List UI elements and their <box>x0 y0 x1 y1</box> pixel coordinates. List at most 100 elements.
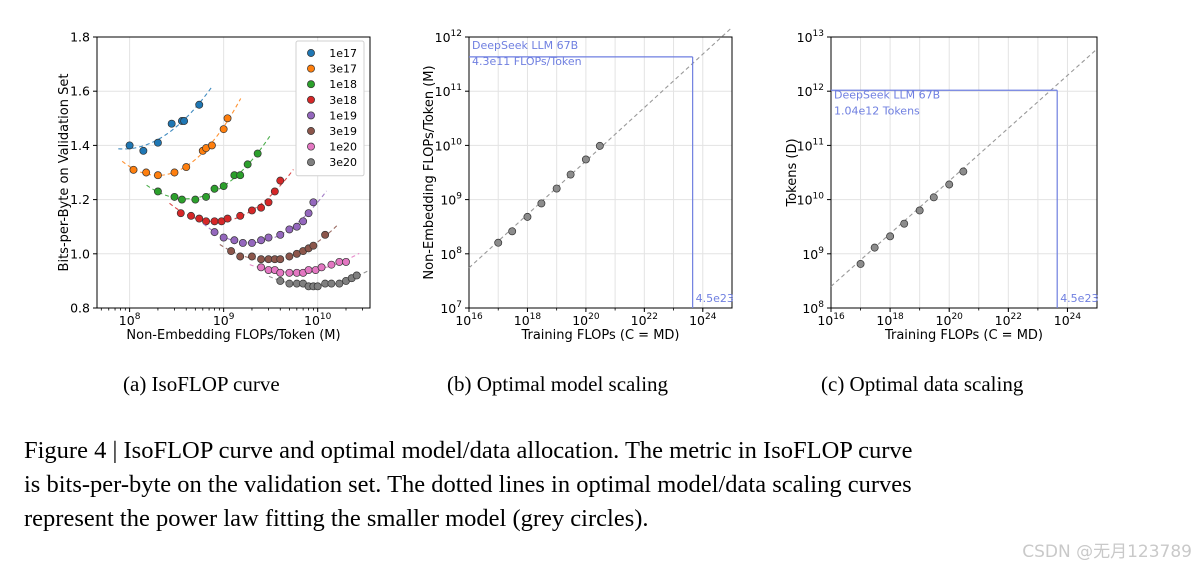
x-annotation-label: 4.5e23 <box>696 292 734 305</box>
legend-marker <box>307 158 315 167</box>
data-point <box>248 239 256 247</box>
data-point <box>243 160 252 169</box>
data-point <box>327 279 336 288</box>
data-point <box>227 247 236 256</box>
data-point <box>177 195 186 204</box>
data-point <box>285 268 294 277</box>
plot-frame <box>830 36 1098 309</box>
data-point <box>219 233 228 242</box>
isoflop-chart: 108 109 1010 0.8 1.0 1.2 1.4 1.6 1.8 Non-Embeddin… <box>57 30 371 343</box>
figure-caption: Figure 4 | IsoFLOP curve and optimal mod… <box>24 434 1174 536</box>
data-point <box>210 184 219 193</box>
data-point <box>207 141 216 150</box>
data-point <box>494 238 503 247</box>
x-tick-label: 1018 <box>514 312 542 328</box>
annotation-label: DeepSeek LLM 67B <box>834 88 940 101</box>
y-tick-label: 1.8 <box>70 30 90 45</box>
annotation-label: 1.04e12 Tokens <box>834 104 920 117</box>
y-axis-label: Bits-per-Byte on Validation Set <box>57 74 72 272</box>
x-annotation-label: 4.5e23 <box>1060 292 1098 305</box>
data-point <box>202 192 211 201</box>
data-point <box>238 239 247 247</box>
legend-label: 1e18 <box>329 78 357 91</box>
data-point <box>170 168 179 177</box>
data-point <box>309 241 318 250</box>
data-point <box>125 141 134 150</box>
data-point <box>276 176 285 185</box>
x-tick-label: 1020 <box>572 312 600 328</box>
data-point <box>870 243 879 252</box>
data-point <box>299 217 308 226</box>
data-point <box>327 260 336 269</box>
data-point <box>552 184 561 193</box>
data-point <box>523 212 532 221</box>
y-tick-label: 1012 <box>435 29 462 45</box>
data-point <box>335 257 344 266</box>
data-point <box>945 180 954 189</box>
caption-line: represent the power law fitting the smal… <box>24 505 649 532</box>
data-point <box>335 279 344 288</box>
y-tick-label: 109 <box>802 246 824 262</box>
x-tick-label: 1022 <box>631 312 658 328</box>
data-point <box>856 259 865 268</box>
data-point <box>219 125 228 134</box>
annotation-label: DeepSeek LLM 67B <box>472 39 578 52</box>
watermark: CSDN @无月123789 <box>1022 542 1192 562</box>
data-point <box>915 206 924 215</box>
data-point <box>595 141 604 150</box>
y-tick-label: 1.6 <box>70 84 90 99</box>
legend-label: 1e20 <box>329 141 357 154</box>
y-axis-label: Tokens (D) <box>785 138 800 207</box>
x-tick-label: 1016 <box>817 312 845 328</box>
legend-marker <box>307 80 315 89</box>
fit-curve <box>118 85 213 150</box>
y-tick-label: 0.8 <box>70 301 90 316</box>
data-point <box>285 279 294 288</box>
x-axis-label: Training FLOPs (C = MD) <box>520 328 679 343</box>
data-point <box>929 193 938 202</box>
data-point <box>248 206 256 215</box>
data-point <box>142 168 151 177</box>
legend-marker <box>307 64 315 73</box>
data-point <box>886 232 895 241</box>
y-tick-label: 1.4 <box>70 138 90 153</box>
data-point <box>313 282 322 291</box>
data-point <box>321 230 330 239</box>
data-point <box>223 214 232 223</box>
caption-line: Figure 4 | IsoFLOP curve and optimal mod… <box>24 437 913 464</box>
plot-frame <box>468 36 733 309</box>
data-point <box>304 266 313 275</box>
x-tick-label: 108 <box>119 312 141 328</box>
legend-label: 3e17 <box>329 63 357 76</box>
data-point <box>236 211 245 220</box>
data-point <box>257 263 266 272</box>
y-tick-label: 1.0 <box>70 246 90 261</box>
data-point <box>276 230 285 239</box>
y-tick-label: 108 <box>440 246 462 262</box>
x-tick-label: 109 <box>213 312 235 328</box>
y-tick-label: 1010 <box>797 192 825 208</box>
data-point <box>167 119 176 128</box>
data-point <box>508 227 517 236</box>
caption-line: is bits-per-byte on the validation set. … <box>24 471 912 498</box>
data-point <box>581 155 590 164</box>
x-tick-label: 1018 <box>876 312 904 328</box>
data-point <box>195 214 204 223</box>
x-tick-label: 1024 <box>689 312 717 328</box>
x-axis-label: Training FLOPs (C = MD) <box>884 328 1043 343</box>
data-point <box>210 217 219 226</box>
subcaption-a: (a) IsoFLOP curve <box>123 372 280 396</box>
y-tick-label: 1010 <box>435 137 463 153</box>
y-tick-label: 1011 <box>435 83 462 99</box>
x-tick-label: 1010 <box>304 312 332 328</box>
data-point <box>276 255 285 264</box>
data-point <box>182 163 191 172</box>
y-tick-label: 1012 <box>797 83 824 99</box>
x-tick-label: 1022 <box>995 312 1022 328</box>
data-point <box>153 171 162 180</box>
plot-frame <box>96 36 371 309</box>
data-point <box>276 268 285 277</box>
legend-label: 3e20 <box>329 156 357 169</box>
data-point <box>257 236 266 245</box>
